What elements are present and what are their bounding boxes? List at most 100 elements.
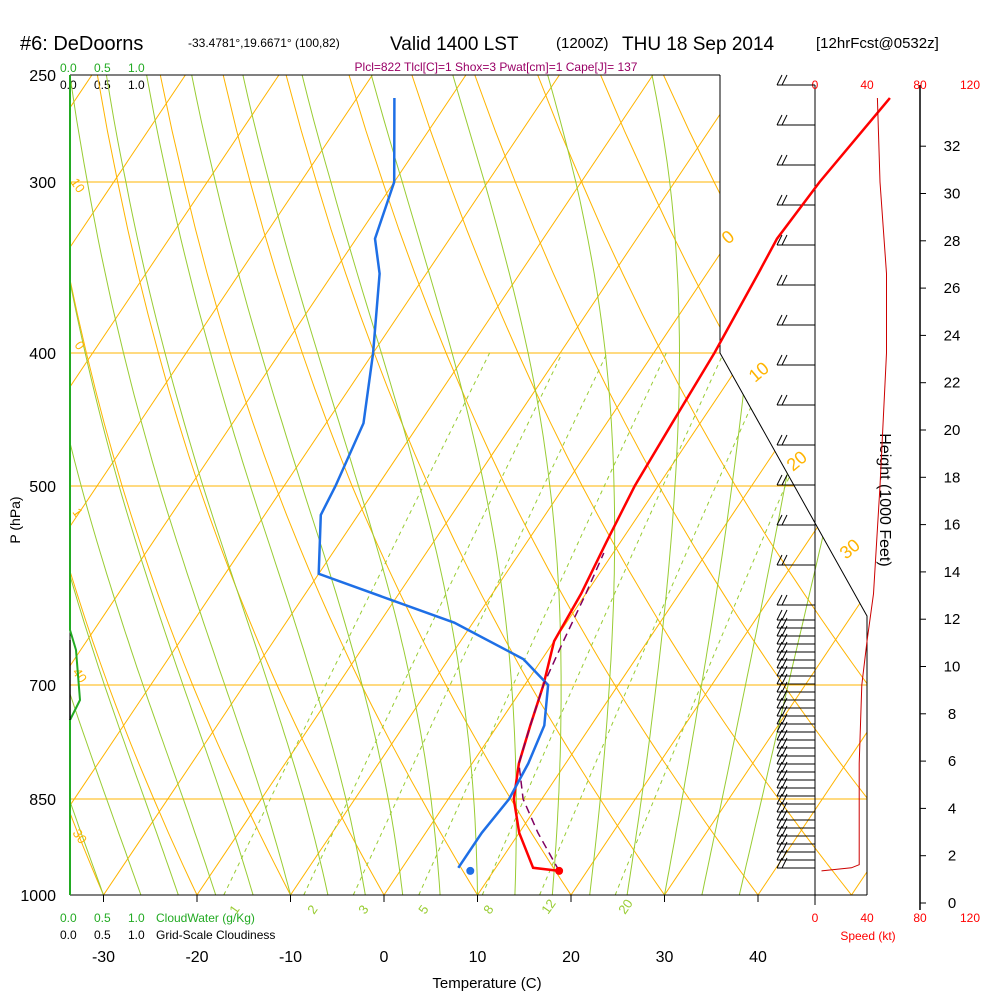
mixing-ratio-line [352,352,608,895]
speed-bottom-40: 40 [860,911,874,925]
wind-barb-flag [776,354,783,366]
x-tick-label: 0 [380,949,389,966]
dry-adiabat [600,75,867,895]
speed-top-0: 0 [812,78,819,92]
wind-barb-flag [776,737,783,749]
valid-time: Valid 1400 LST [390,34,519,55]
isotherm-line [477,75,867,895]
wind-barb-flag [776,705,783,717]
wind-barbs [776,74,815,869]
wind-barb-flag [776,514,783,526]
series-parcel [518,552,605,872]
wind-barb-flag [776,617,783,629]
mixing-ratio-label: 3 [355,902,371,917]
height-tick-label: 32 [944,138,961,155]
moist-adiabat [738,75,867,895]
surface-dewpoint-point [466,866,475,875]
speed-top-80: 80 [913,78,927,92]
pressure-tick-label: 850 [29,792,56,809]
dry-adiabat [348,75,759,895]
wind-barb-flag [776,594,783,606]
wind-barb-flag [781,841,788,853]
isotherm-label: 40 [70,665,91,685]
moist-adiabat [70,75,142,895]
dry-adiabat [411,75,852,895]
moist-adiabat [70,75,291,895]
wind-barb-flag [776,833,783,845]
isotherm-line [196,75,747,895]
wind-barb-flag [781,625,788,637]
wind-barb-flag [776,801,783,813]
cloud-scale-bottom-green: 0.0 0.5 1.0 CloudWater (g/Kg) [60,911,255,925]
wind-barb-flag [776,194,783,206]
mixing-ratio-label: 20 [615,896,636,916]
wind-barb-flag [781,234,788,246]
moist-adiabat [70,75,217,895]
wind-barb-flag [776,681,783,693]
cloud-bottom-black-1: 0.5 [94,928,111,942]
wind-barb-flag [776,689,783,701]
wind-barb-flag [776,745,783,757]
cloud-bottom-green-2: 1.0 [128,911,145,925]
wind-barb-flag [776,785,783,797]
pressure-tick-label: 700 [29,678,56,695]
wind-barb-flag [776,474,783,486]
wind-barb-flag [776,793,783,805]
height-tick-label: 14 [944,564,961,581]
x-tick-label: -20 [185,949,208,966]
wind-barb-flag [781,785,788,797]
wind-barb-flag [781,649,788,661]
pressure-tick-labels: 250 300 400 500 700 850 1000 [20,68,56,905]
wind-barb-flag [781,434,788,446]
isotherm-line [70,75,186,895]
wind-barb-flag [776,849,783,861]
dry-adiabat [788,75,867,895]
wind-barb-flag [776,154,783,166]
isotherm-line [70,75,467,895]
dry-adiabat [70,75,291,895]
wind-barb-flag [776,729,783,741]
wind-barb-flag [781,849,788,861]
dry-adiabat [159,75,478,895]
series-temperature [512,97,891,873]
wind-barb-flag [781,657,788,669]
wind-barb-flag [776,721,783,733]
wind-barb-flag [776,657,783,669]
isotherm-line [70,75,280,895]
wind-barb-flag [776,665,783,677]
cloud-scale-top-black: 0.0 0.5 1.0 [60,78,145,92]
mixing-ratio-line [223,352,491,895]
wind-barb-flag [781,314,788,326]
dry-adiabat [222,75,572,895]
wind-barb-flag [781,801,788,813]
date-label: THU 18 Sep 2014 [622,34,775,55]
x-tick-label: 10 [469,949,487,966]
cloudwater-label: CloudWater (g/Kg) [156,911,255,925]
cloud-scale-bottom-black: 0.0 0.5 1.0 Grid-Scale Cloudiness [60,928,275,942]
wind-barb-flag [781,609,788,621]
wind-barb-flag [776,809,783,821]
wind-barb-flag [776,857,783,869]
wind-barb-flag [776,649,783,661]
wind-barb-flag [781,713,788,725]
wind-barb-flag [781,681,788,693]
wind-barb-flag [776,274,783,286]
height-axis-label: Height (1000 Feet) [876,433,893,566]
wind-barb-flag [781,833,788,845]
wind-barb-flag [776,609,783,621]
wind-barb-flag [776,625,783,637]
cloud-top-green-1: 0.5 [94,61,111,75]
dry-adiabat [70,75,198,895]
cloud-top-black-0: 0.0 [60,78,77,92]
isotherm-line [290,75,841,895]
wind-barb-flag [781,194,788,206]
cloud-scale-top-green: 0.0 0.5 1.0 [60,61,145,75]
height-tick-label: 2 [948,848,956,865]
wind-barb-flag [776,713,783,725]
height-tick-label: 16 [944,517,961,534]
height-tick-label: 6 [948,753,956,770]
dry-adiabat [70,75,104,895]
x-tick-labels: -30 -20 -10 0 10 20 30 40 [92,895,767,966]
wind-barb-flag [781,753,788,765]
